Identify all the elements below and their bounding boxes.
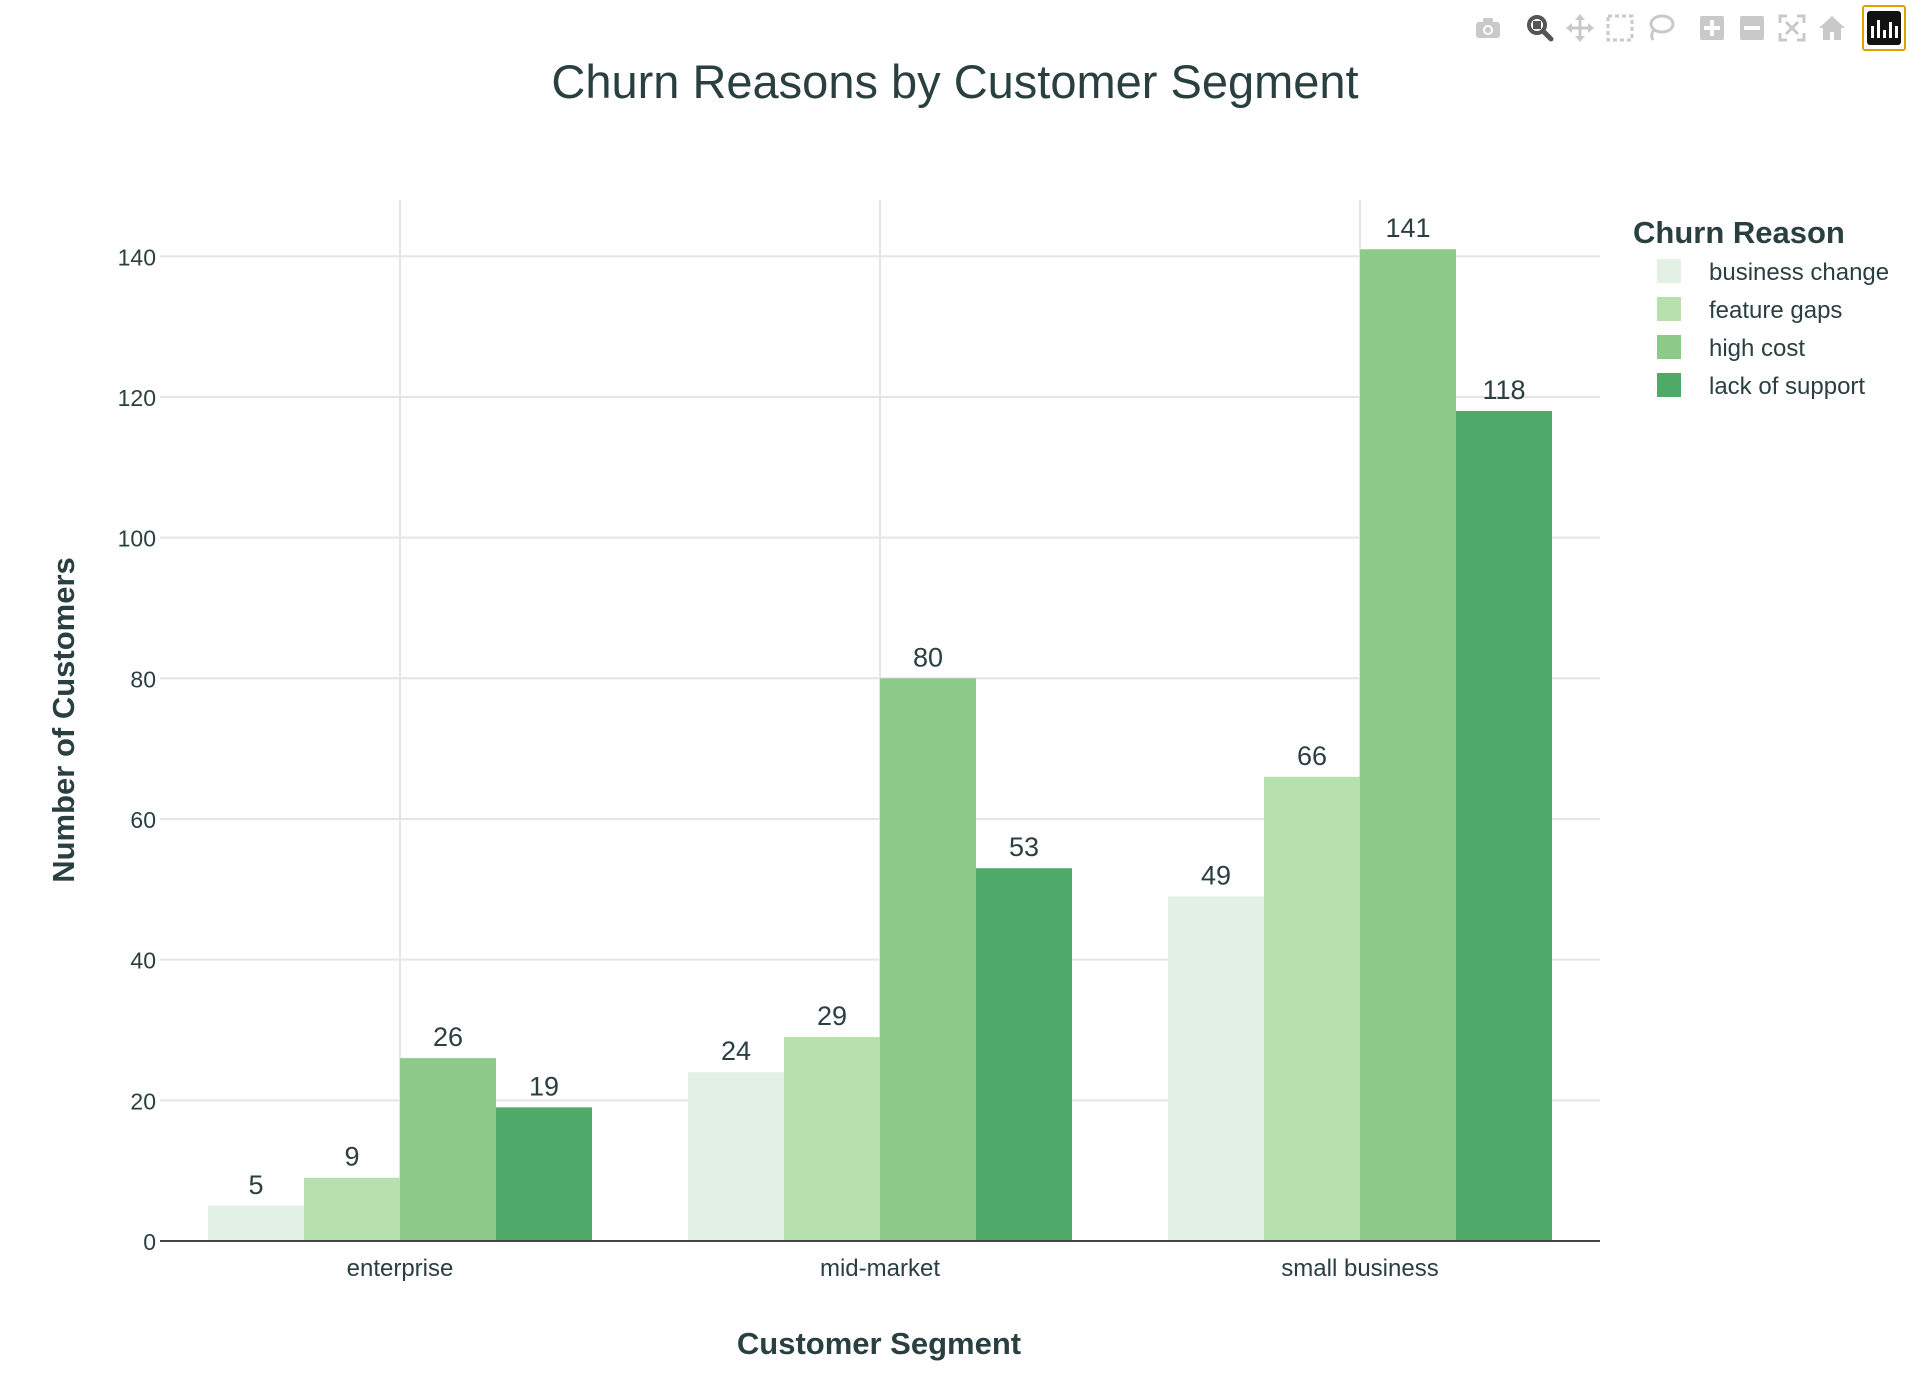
data-label: 29: [817, 1001, 847, 1031]
bar[interactable]: [1360, 249, 1456, 1242]
legend-item[interactable]: high cost: [1657, 335, 1805, 362]
legend-swatch: [1657, 297, 1681, 321]
data-label: 49: [1201, 860, 1231, 890]
y-tick-label: 0: [143, 1229, 156, 1255]
y-tick-label: 120: [118, 385, 156, 411]
bar[interactable]: [208, 1205, 304, 1241]
data-label: 141: [1385, 213, 1430, 243]
home-icon[interactable]: [1812, 8, 1852, 48]
lasso-select-icon[interactable]: [1640, 8, 1680, 48]
bar[interactable]: [688, 1072, 784, 1241]
legend-label: high cost: [1709, 335, 1805, 362]
axes-layer: 0 20 40 60 80 100 120 140 enterprise mid-market sm…: [118, 244, 1600, 1282]
modebar: [1468, 5, 1906, 51]
box-select-icon[interactable]: [1600, 8, 1640, 48]
zoom-out-icon[interactable]: [1732, 8, 1772, 48]
legend-label: business change: [1709, 259, 1889, 286]
legend-item[interactable]: feature gaps: [1657, 297, 1842, 324]
bar[interactable]: [1264, 776, 1360, 1241]
legend[interactable]: Churn Reason business change feature gaps…: [1633, 215, 1889, 400]
data-label: 118: [1482, 375, 1525, 405]
bar[interactable]: [496, 1107, 592, 1241]
data-label: 9: [344, 1142, 359, 1172]
plotly-logo-icon[interactable]: [1862, 5, 1906, 51]
y-tick-label: 80: [130, 666, 156, 692]
zoom-in-icon[interactable]: [1692, 8, 1732, 48]
data-labels-layer: 5 24 49 9 29 66 26 80 141 19 53 118: [248, 213, 1525, 1200]
y-tick-label: 20: [130, 1088, 156, 1114]
legend-swatch: [1657, 335, 1681, 359]
camera-icon[interactable]: [1468, 8, 1508, 48]
x-tick-label: enterprise: [347, 1255, 454, 1282]
pan-icon[interactable]: [1560, 8, 1600, 48]
legend-label: feature gaps: [1709, 297, 1842, 324]
data-label: 53: [1009, 832, 1039, 862]
bar[interactable]: [784, 1037, 880, 1241]
bar[interactable]: [976, 868, 1072, 1241]
bar[interactable]: [304, 1177, 400, 1241]
autoscale-icon[interactable]: [1772, 8, 1812, 48]
y-tick-label: 100: [118, 526, 156, 552]
y-tick-label: 140: [118, 244, 156, 270]
data-label: 5: [248, 1170, 263, 1200]
legend-title: Churn Reason: [1633, 215, 1845, 250]
x-axis-title: Customer Segment: [737, 1326, 1021, 1361]
legend-item[interactable]: business change: [1657, 259, 1889, 286]
x-tick-label: mid-market: [820, 1255, 940, 1282]
bar[interactable]: [400, 1058, 496, 1241]
legend-label: lack of support: [1709, 373, 1865, 400]
data-label: 80: [913, 642, 943, 672]
data-label: 66: [1297, 741, 1327, 771]
chart-title: Churn Reasons by Customer Segment: [551, 55, 1358, 108]
y-tick-label: 60: [130, 807, 156, 833]
zoom-icon[interactable]: [1520, 8, 1560, 48]
x-tick-label: small business: [1281, 1255, 1438, 1282]
data-label: 26: [433, 1022, 463, 1052]
data-label: 24: [721, 1036, 751, 1066]
bar[interactable]: [880, 678, 976, 1241]
legend-item[interactable]: lack of support: [1657, 373, 1865, 400]
legend-swatch: [1657, 373, 1681, 397]
bar[interactable]: [1456, 411, 1552, 1241]
y-tick-label: 40: [130, 948, 156, 974]
data-label: 19: [529, 1071, 559, 1101]
legend-swatch: [1657, 259, 1681, 283]
bar[interactable]: [1168, 896, 1264, 1241]
bars-layer[interactable]: [208, 249, 1552, 1242]
y-axis-title: Number of Customers: [46, 557, 81, 883]
